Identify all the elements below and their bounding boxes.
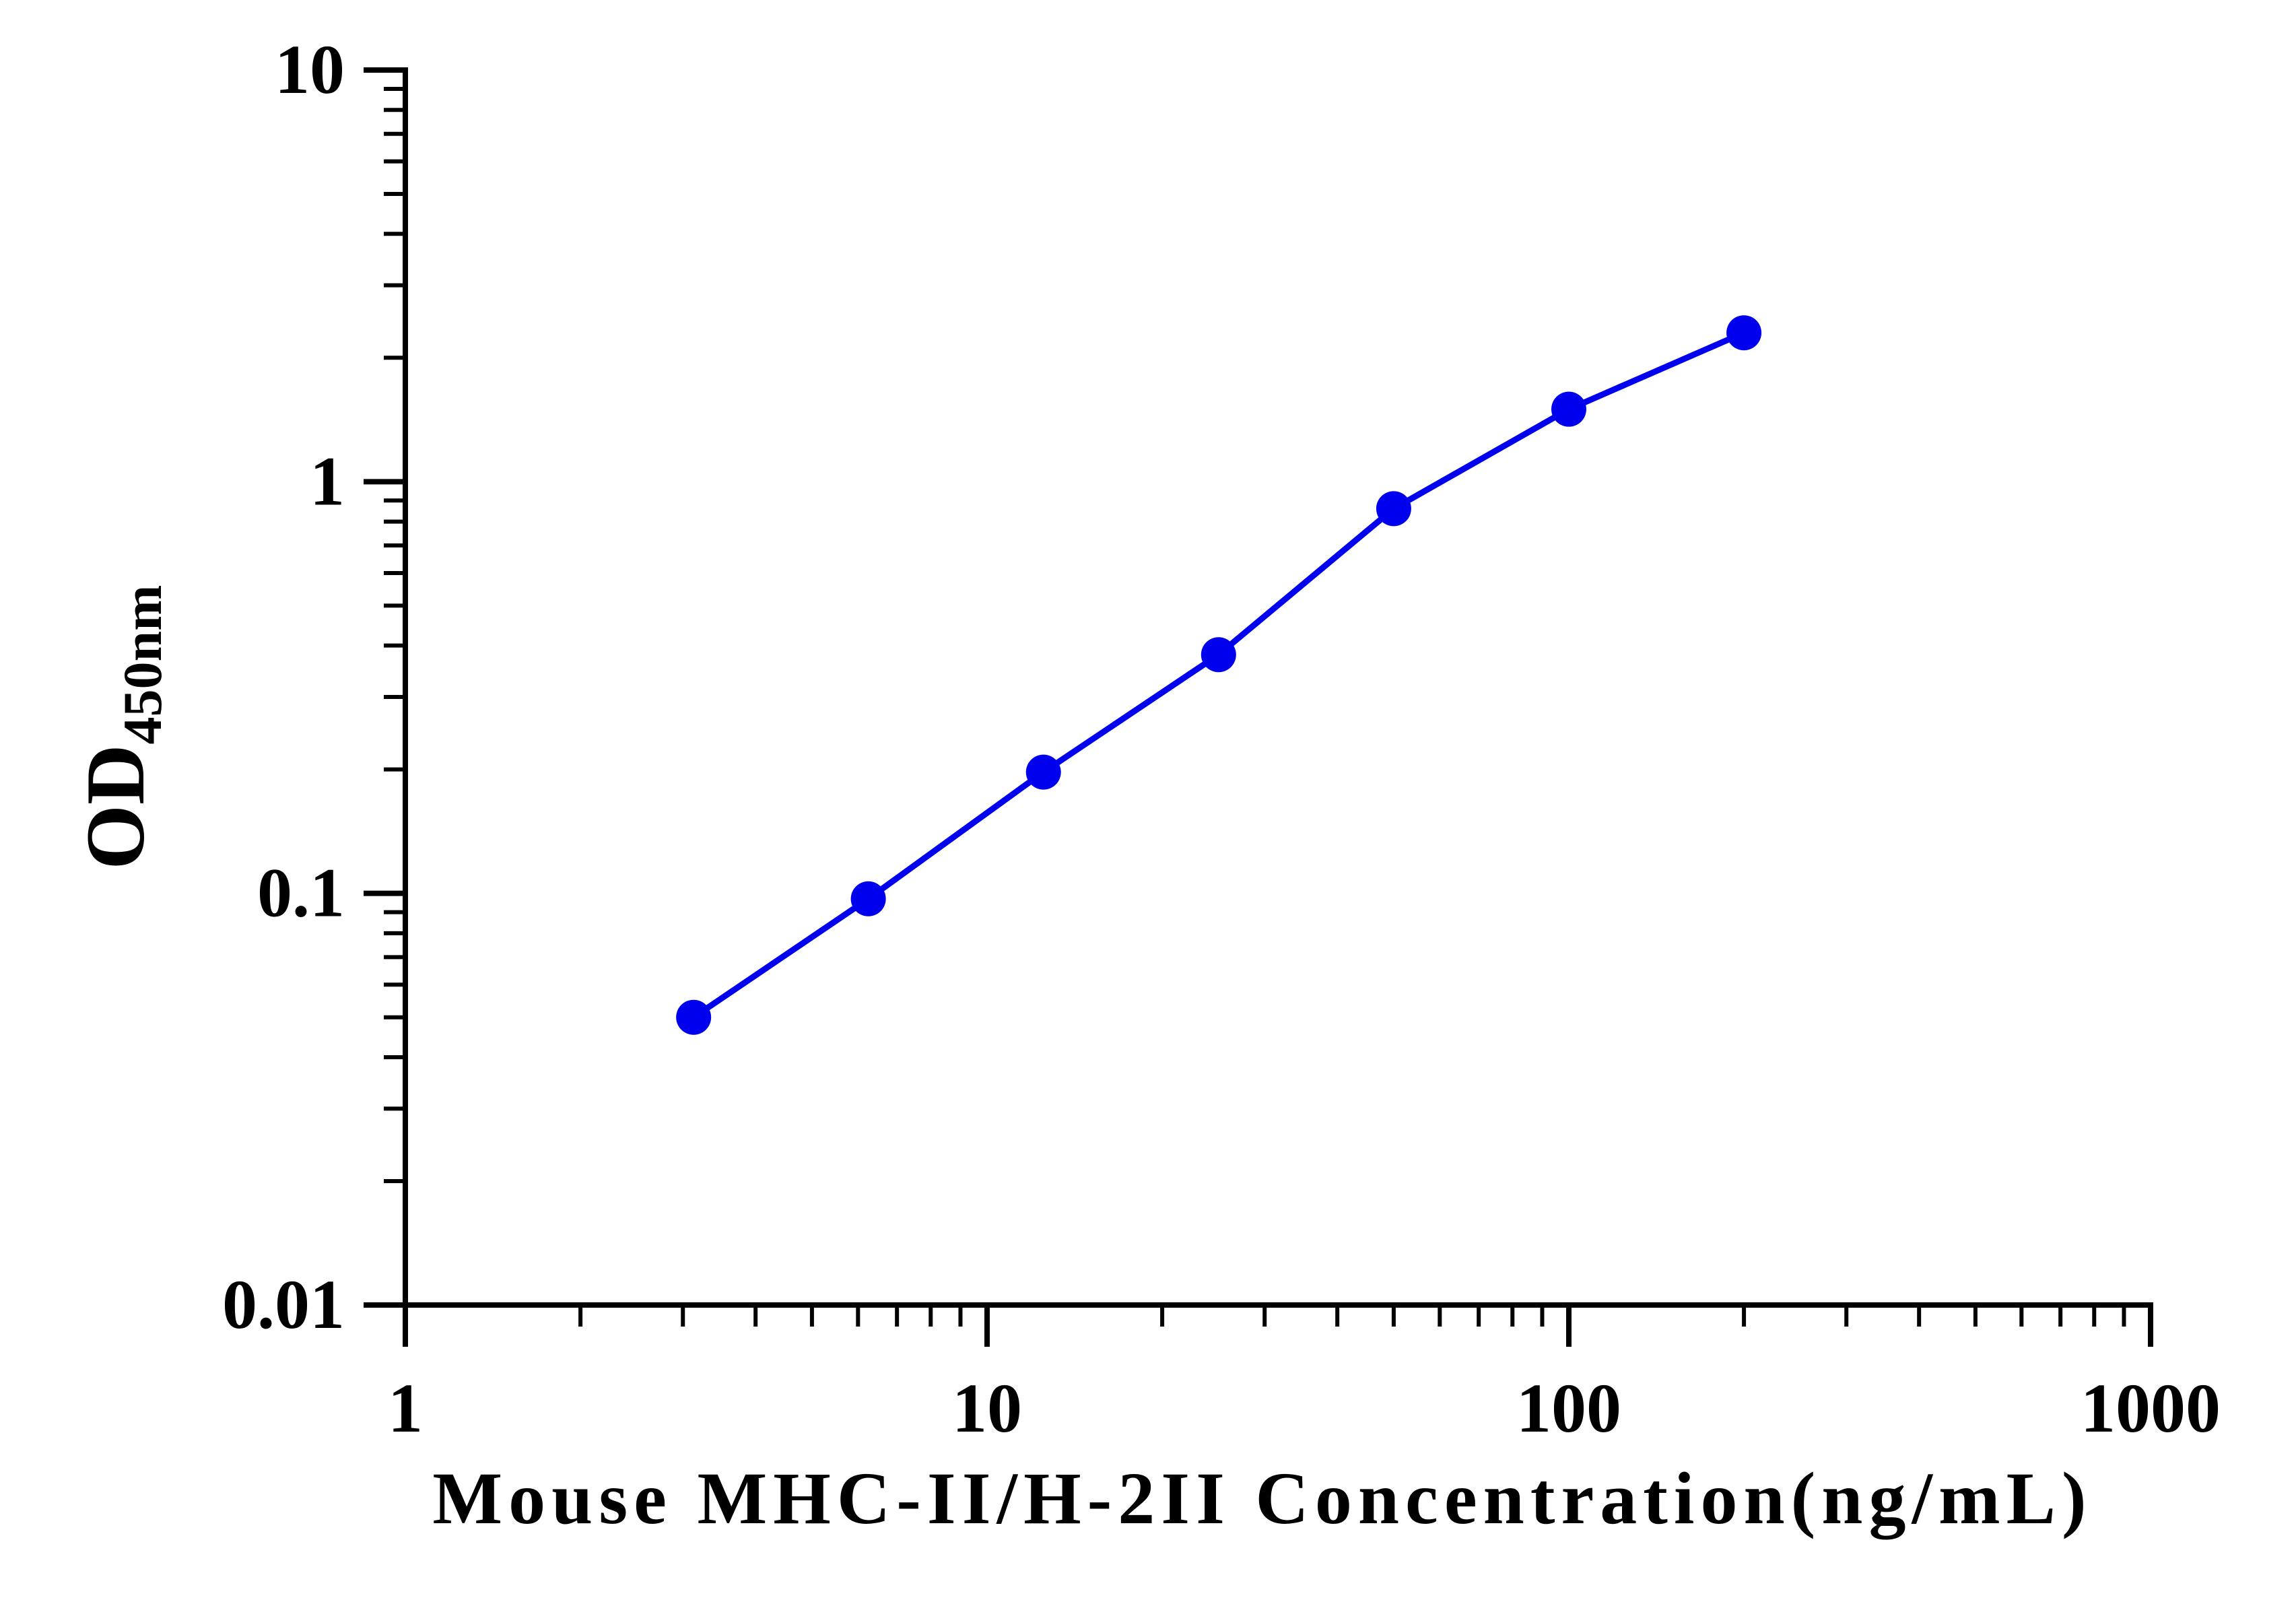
series-layer bbox=[676, 315, 1762, 1035]
y-axis-title-subscript: 450nm bbox=[112, 585, 173, 745]
x-tick-label: 10 bbox=[952, 1370, 1022, 1447]
series-line bbox=[691, 330, 1745, 1020]
data-point bbox=[850, 881, 886, 916]
y-tick-label: 1 bbox=[310, 442, 345, 520]
data-point bbox=[1726, 315, 1762, 351]
x-tick-label: 100 bbox=[1516, 1370, 1621, 1447]
axes: 0.01 0.1 1 10 1 10 100 1000 bbox=[222, 31, 2221, 1447]
x-tick-label: 1 bbox=[388, 1370, 423, 1447]
x-tick-label: 1000 bbox=[2081, 1370, 2221, 1447]
data-point bbox=[1201, 637, 1236, 673]
y-tick-label: 0.01 bbox=[222, 1266, 345, 1343]
data-point bbox=[1025, 754, 1061, 790]
y-axis-title: OD450nm bbox=[69, 585, 173, 870]
y-tick-label: 10 bbox=[275, 31, 345, 108]
data-point bbox=[1376, 491, 1411, 527]
data-point bbox=[1551, 391, 1586, 427]
x-axis-title: Mouse MHC-II/H-2II Concentration(ng/mL) bbox=[432, 1457, 2092, 1539]
y-tick-label: 0.1 bbox=[257, 855, 345, 932]
y-axis-title-main: OD bbox=[69, 744, 162, 869]
data-point bbox=[676, 999, 712, 1035]
